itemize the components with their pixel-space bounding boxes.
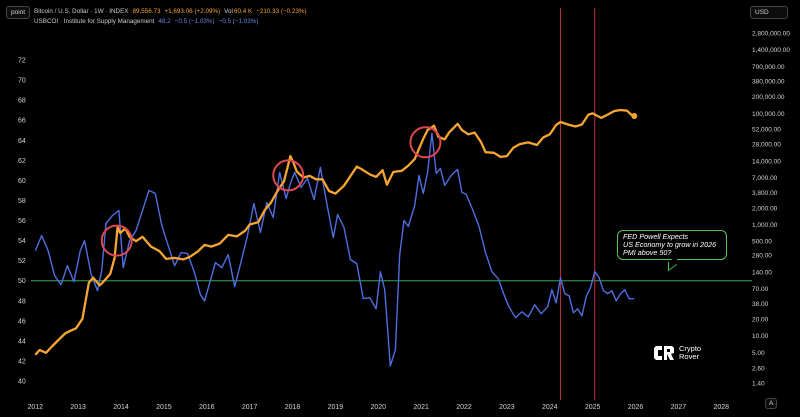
left-axis-tick-label: 46 (18, 318, 26, 325)
left-axis-tick-label: 56 (18, 218, 26, 225)
brand-logo: Crypto Rover (653, 344, 701, 362)
right-axis-tick-label: 280.00 (752, 253, 772, 260)
right-axis-tick-label: 28,000.00 (752, 142, 781, 149)
x-axis-tick-label: 2015 (156, 404, 172, 411)
left-axis-tick-label: 72 (18, 58, 26, 65)
right-axis-tick-label: 2.60 (752, 366, 765, 373)
left-axis-tick-label: 70 (18, 78, 26, 85)
pmi-change-secondary: −0.5 (−1.03%) (218, 18, 259, 25)
right-axis-tick-label: 1,400,000.00 (752, 47, 790, 54)
right-axis-tick-label: 2,800,000.00 (752, 31, 790, 38)
x-axis-tick-label: 2014 (113, 404, 129, 411)
btc-last-point-marker (631, 113, 638, 120)
right-axis-tick-label: 1,000.00 (752, 222, 778, 229)
btc-change: +1,693.06 (+2.09%) (164, 8, 221, 15)
left-axis-tick-label: 48 (18, 298, 26, 305)
left-axis-tick-label: 66 (18, 118, 26, 125)
chart-legend: Bitcoin / U.S. Dollar · 1W · INDEX 89,55… (34, 7, 307, 27)
legend-row-btc[interactable]: Bitcoin / U.S. Dollar · 1W · INDEX 89,55… (34, 7, 307, 17)
x-axis-tick-label: 2028 (713, 404, 729, 411)
x-axis-tick-label: 2027 (671, 404, 687, 411)
pmi-change: −0.5 (−1.03%) (174, 18, 215, 25)
x-axis-tick-label: 2023 (499, 404, 515, 411)
x-axis-tick-label: 2012 (27, 404, 43, 411)
x-axis-tick-label: 2016 (199, 404, 215, 411)
x-axis-tick-label: 2021 (413, 404, 429, 411)
peak-highlight-circle-3 (409, 126, 442, 159)
pmi-last-value: 48.2 (158, 18, 171, 25)
right-axis-tick-label: 52,000.00 (752, 127, 781, 134)
brand-name-line-2: Rover (679, 352, 700, 361)
right-axis-tick-label: 70.00 (752, 286, 769, 293)
brand-name-line-1: Crypto (679, 343, 702, 353)
right-axis-tick-label: 3,800.00 (752, 190, 778, 197)
right-axis-tick-label: 500.00 (752, 239, 772, 246)
annotation-line-1: FED Powell Expects (623, 232, 689, 241)
point-scale-button[interactable]: point (6, 6, 31, 19)
btc-volume-value: 60.4 K (233, 8, 253, 15)
right-axis-tick-label: 20.00 (752, 316, 769, 323)
right-axis-tick-label: 100,000.00 (752, 111, 785, 118)
left-axis-tick-label: 54 (18, 238, 26, 245)
btc-last-value: 89,556.73 (132, 8, 161, 15)
peak-highlight-circle-2 (272, 159, 305, 192)
right-axis-tick-label: 7,000.00 (752, 175, 778, 182)
btc-volume-change: −210.33 (−0.23%) (256, 8, 307, 15)
pmi-line[interactable] (34, 132, 635, 367)
x-axis-tick-label: 2018 (285, 404, 301, 411)
left-axis-tick-label: 60 (18, 178, 26, 185)
x-axis-tick-label: 2019 (328, 404, 344, 411)
x-axis-tick-label: 2025 (585, 404, 601, 411)
crypto-rover-logo-icon (654, 346, 674, 360)
left-axis-tick-label: 64 (18, 138, 26, 145)
right-axis-tick-label: 380,000.00 (752, 79, 785, 86)
left-axis-tick-label: 68 (18, 98, 26, 105)
legend-row-pmi[interactable]: USBCOI · Institute for Supply Management… (34, 17, 307, 27)
x-axis-tick-label: 2013 (70, 404, 86, 411)
right-axis-tick-label: 38.00 (752, 301, 769, 308)
btc-series-title: Bitcoin / U.S. Dollar · 1W · INDEX (34, 8, 129, 15)
left-axis-tick-label: 40 (18, 378, 26, 385)
left-axis-tick-label: 62 (18, 158, 26, 165)
right-axis-tick-label: 2,000.00 (752, 205, 778, 212)
right-axis-tick-label: 10.00 (752, 333, 769, 340)
peak-highlight-circle-1 (100, 224, 133, 257)
x-axis-tick-label: 2024 (542, 404, 558, 411)
right-axis-tick-label: 700,000.00 (752, 64, 785, 71)
annotation-callout: FED Powell Expects US Economy to grow in… (617, 230, 727, 260)
left-axis-tick-label: 52 (18, 258, 26, 265)
btc-price-line[interactable] (34, 108, 635, 356)
left-axis-tick-label: 58 (18, 198, 26, 205)
right-axis-tick-label: 200,000.00 (752, 94, 785, 101)
x-axis-tick-label: 2022 (456, 404, 472, 411)
right-axis-tick-label: 5.00 (752, 350, 765, 357)
x-axis-tick-label: 2020 (370, 404, 386, 411)
right-axis-tick-label: 1.40 (752, 381, 765, 388)
x-axis-tick-label: 2017 (242, 404, 258, 411)
x-axis-tick-label: 2026 (628, 404, 644, 411)
right-axis-tick-label: 14,000.00 (752, 158, 781, 165)
annotation-line-3: PMI above 50? (623, 248, 672, 258)
left-axis-tick-label: 42 (18, 358, 26, 365)
btc-volume-label: Vol (224, 8, 233, 15)
left-axis-tick-label: 50 (18, 278, 26, 285)
left-axis-tick-label: 44 (18, 338, 26, 345)
pmi-series-title: USBCOI · Institute for Supply Management (34, 18, 155, 25)
annotation-line-2: US Economy to grow in 2026 (623, 240, 717, 250)
right-axis-tick-label: 140.00 (752, 269, 772, 276)
currency-button[interactable]: USD (750, 6, 788, 19)
auto-scale-button[interactable]: A (765, 398, 778, 409)
